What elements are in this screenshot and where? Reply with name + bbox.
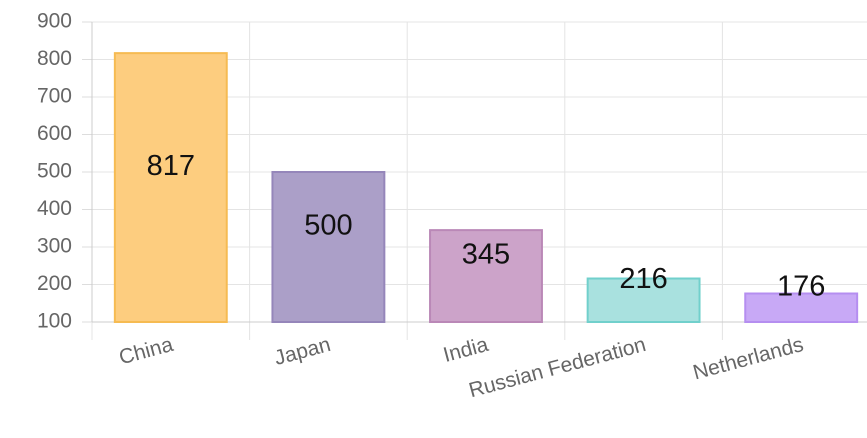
- bar: [113, 52, 228, 323]
- bar: [586, 277, 701, 323]
- y-tick-label: 100: [37, 310, 72, 333]
- value-label: 176: [777, 270, 825, 302]
- bar: [271, 171, 386, 323]
- x-tick-label: India: [441, 333, 491, 367]
- value-label: 500: [304, 210, 352, 242]
- y-tick-label: 900: [37, 10, 72, 33]
- value-label: 216: [619, 263, 667, 295]
- value-label: 345: [462, 239, 510, 271]
- x-tick-label: China: [117, 333, 176, 370]
- bar: [744, 292, 859, 323]
- y-tick-label: 600: [37, 122, 72, 145]
- y-tick-label: 700: [37, 85, 72, 108]
- value-label: 817: [147, 150, 195, 182]
- x-tick-label: Netherlands: [691, 333, 806, 385]
- y-tick-label: 500: [37, 160, 72, 183]
- y-tick-label: 800: [37, 47, 72, 70]
- x-tick-label: Japan: [272, 333, 333, 370]
- y-tick-label: 400: [37, 197, 72, 220]
- x-tick-label: Russian Federation: [466, 333, 648, 402]
- bar: [429, 229, 543, 323]
- y-tick-label: 300: [37, 235, 72, 258]
- y-tick-label: 200: [37, 272, 72, 295]
